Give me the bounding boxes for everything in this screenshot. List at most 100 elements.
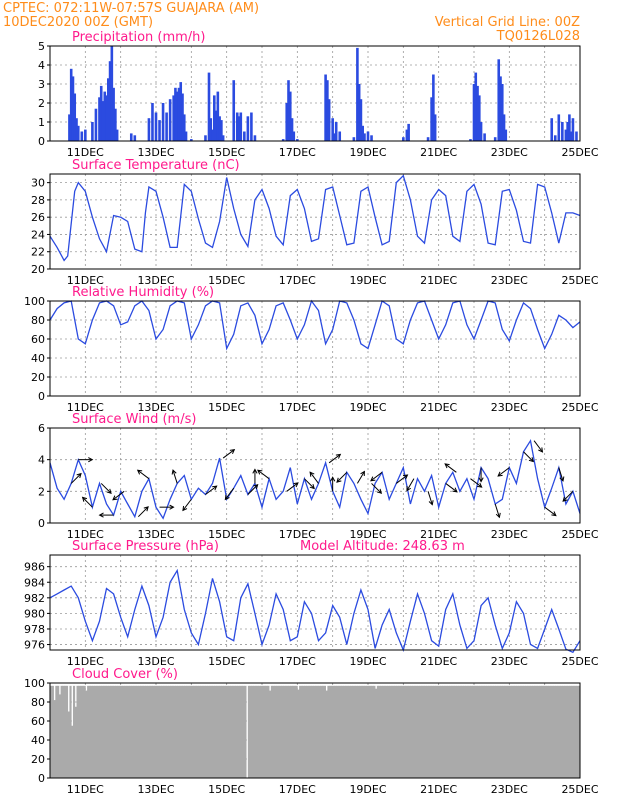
- cloud-bar: [309, 685, 312, 778]
- cloud-bar: [205, 685, 208, 778]
- precip-bar: [366, 131, 370, 141]
- pressure-ytick-label: 984: [24, 576, 45, 589]
- cloud-bar: [110, 685, 113, 778]
- wind-arrow-head: [252, 468, 258, 474]
- pressure-panel: Surface Pressure (hPa) Model Altitude: 24…: [24, 539, 599, 668]
- wind-arrow-shaft: [558, 467, 564, 482]
- cloud-bar: [454, 685, 457, 778]
- cloud-bar: [253, 685, 256, 778]
- cloud-bar: [472, 685, 475, 778]
- precip-bar: [288, 91, 292, 141]
- cloud-bar: [254, 685, 258, 778]
- cloud-bar: [111, 685, 114, 778]
- wind-arrow-head: [336, 477, 342, 483]
- precip-bar: [179, 82, 183, 141]
- cloud-bar: [178, 685, 182, 778]
- precip-bar: [216, 91, 220, 141]
- cloud-bar: [429, 685, 432, 778]
- cloud-bar: [488, 685, 491, 778]
- cloud-bar: [565, 685, 569, 778]
- wind-arrow: [81, 496, 93, 508]
- humidity-ytick-label: 40: [31, 352, 45, 365]
- cloud-bar: [332, 685, 335, 778]
- wind-arrow: [112, 490, 125, 501]
- cloud-bar: [378, 685, 381, 778]
- humidity-xtick-label: 17DEC: [279, 401, 316, 414]
- cloud-bar: [240, 685, 243, 778]
- cloud-bar: [337, 685, 341, 778]
- temp-xtick-label: 25DEC: [561, 274, 598, 287]
- humidity-title: Relative Humidity (%): [72, 285, 214, 300]
- cloud-ytick-label: 0: [38, 772, 45, 785]
- cloud-bar: [304, 685, 307, 778]
- pressure-title: Surface Pressure (hPa): [72, 539, 219, 554]
- cloud-bar: [80, 685, 83, 778]
- wind-arrow: [136, 469, 150, 480]
- cloud-bar: [551, 685, 554, 778]
- cloud-bar: [177, 685, 180, 778]
- precip-bar: [361, 125, 364, 141]
- wind-arrow: [427, 491, 434, 506]
- cloud-bar: [541, 685, 544, 778]
- cloud-bar: [424, 685, 427, 778]
- precip-bar: [281, 139, 285, 141]
- wind-arrow-head: [551, 511, 557, 517]
- cloud-bar: [519, 685, 523, 778]
- cloud-bar: [140, 685, 143, 778]
- precip-bar: [356, 47, 359, 141]
- wind-arrow-head: [335, 453, 342, 459]
- humidity-xtick-label: 23DEC: [491, 401, 528, 414]
- cloud-bar: [187, 685, 190, 778]
- precip-bar: [174, 87, 177, 141]
- temp-title: Surface Temperature (nC): [72, 158, 240, 173]
- temp-xtick-label: 17DEC: [279, 274, 316, 287]
- precip-bar: [357, 84, 361, 141]
- cloud-bar: [242, 685, 245, 778]
- wind-arrow-shaft: [112, 490, 125, 501]
- cloud-bar: [382, 685, 385, 778]
- wind-ytick-label: 2: [38, 485, 45, 498]
- cloud-bar: [51, 685, 54, 778]
- cloud-bar: [124, 685, 127, 778]
- wind-arrow-shaft: [444, 463, 457, 473]
- wind-arrow-head: [253, 483, 259, 490]
- cloud-bar: [383, 685, 387, 778]
- precip-bar: [213, 95, 216, 141]
- precip-title: Precipitation (mm/h): [72, 30, 205, 45]
- precip-bar: [493, 137, 497, 141]
- cloud-bar: [523, 685, 526, 778]
- cloud-bar: [322, 685, 325, 778]
- precip-bar: [359, 99, 363, 141]
- cloud-bar: [451, 685, 454, 778]
- wind-arrow-head: [559, 476, 565, 482]
- cloud-bar: [396, 685, 399, 778]
- cloud-bar: [399, 685, 402, 778]
- precip-bar: [292, 131, 296, 141]
- cloud-bar: [435, 685, 438, 778]
- wind-arrow: [257, 469, 270, 480]
- pressure-xtick-label: 13DEC: [137, 655, 174, 668]
- precip-bar: [211, 129, 214, 141]
- cloud-bar: [426, 685, 429, 778]
- precip-bar: [557, 114, 561, 141]
- precip-bar: [80, 131, 84, 141]
- cloud-bar: [279, 685, 282, 778]
- cloud-bar: [117, 685, 120, 778]
- cloud-bar: [532, 685, 535, 778]
- cloud-bar: [569, 685, 572, 778]
- precip-xtick-label: 25DEC: [561, 146, 598, 159]
- wind-title: Surface Wind (m/s): [72, 412, 196, 427]
- precip-bar: [566, 122, 569, 141]
- precip-bar: [474, 72, 478, 141]
- cloud-bar: [505, 685, 508, 778]
- cloud-bar: [58, 694, 61, 778]
- cloud-bar: [182, 685, 185, 778]
- precip-bar: [94, 108, 98, 141]
- wind-ytick-label: 0: [38, 517, 45, 530]
- cloud-bar: [297, 689, 300, 778]
- precip-bar: [237, 116, 241, 141]
- wind-arrow: [336, 471, 348, 483]
- precip-bar: [220, 120, 223, 141]
- cloud-bar: [228, 685, 231, 778]
- precip-bar: [105, 95, 108, 141]
